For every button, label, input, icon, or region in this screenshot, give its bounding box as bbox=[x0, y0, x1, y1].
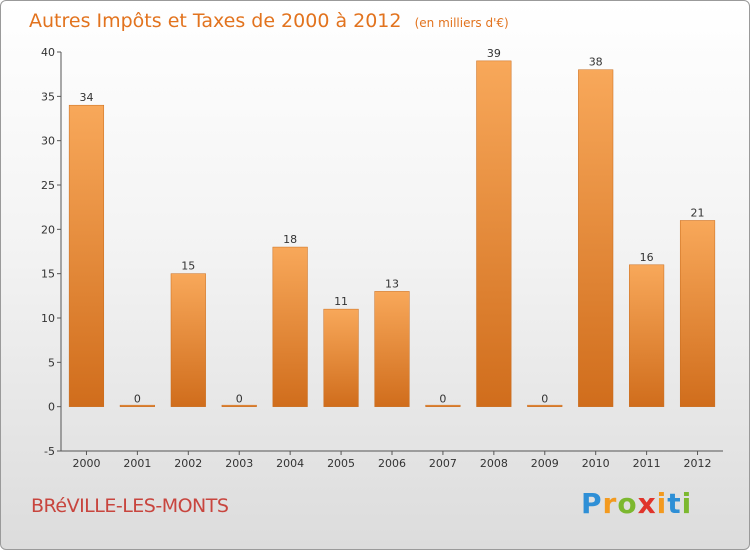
x-tick-label-2005: 2005 bbox=[327, 457, 355, 470]
y-tick-label: 40 bbox=[41, 46, 55, 59]
bar-2011 bbox=[629, 264, 665, 407]
x-tick-label-2010: 2010 bbox=[582, 457, 610, 470]
bar-2009 bbox=[527, 404, 563, 407]
chart-title: Autres Impôts et Taxes de 2000 à 2012 (e… bbox=[29, 10, 509, 32]
logo-letter: x bbox=[637, 487, 657, 520]
data-label-2005: 11 bbox=[334, 295, 348, 308]
x-tick-label-2001: 2001 bbox=[123, 457, 151, 470]
logo-letter: i bbox=[656, 487, 668, 520]
bar-2004 bbox=[272, 246, 308, 407]
x-tick-label-2008: 2008 bbox=[480, 457, 508, 470]
chart-title-unit: (en milliers d'€) bbox=[415, 16, 509, 30]
y-tick-label: 30 bbox=[41, 135, 55, 148]
axes bbox=[57, 51, 723, 455]
y-tick-label: 25 bbox=[41, 179, 55, 192]
x-tick-label-2006: 2006 bbox=[378, 457, 406, 470]
data-label-2006: 13 bbox=[385, 277, 399, 290]
logo-letter: P bbox=[581, 487, 603, 520]
logo-letter: i bbox=[681, 487, 693, 520]
x-tick-label-2002: 2002 bbox=[174, 457, 202, 470]
data-label-2007: 0 bbox=[439, 393, 446, 406]
data-label-2011: 16 bbox=[640, 251, 654, 264]
y-tick-label: 10 bbox=[41, 312, 55, 325]
x-tick-label-2003: 2003 bbox=[225, 457, 253, 470]
commune-name: BRéVILLE-LES-MONTS bbox=[31, 495, 229, 517]
y-tick-label: 35 bbox=[41, 90, 55, 103]
bars bbox=[68, 60, 716, 407]
y-tick-label: 5 bbox=[48, 356, 55, 369]
x-tick-labels: 2000 2001 2002 2003 2004 2005 2006 2007 2008 2009… bbox=[72, 457, 711, 470]
data-label-2012: 21 bbox=[691, 206, 705, 219]
bar-2002 bbox=[170, 273, 206, 407]
data-label-2003: 0 bbox=[236, 393, 243, 406]
data-label-2001: 0 bbox=[134, 393, 141, 406]
data-label-2009: 0 bbox=[541, 393, 548, 406]
bar-2010 bbox=[578, 69, 614, 407]
data-label-2008: 39 bbox=[487, 47, 501, 60]
x-tick-label-2012: 2012 bbox=[684, 457, 712, 470]
bar-2007 bbox=[425, 404, 461, 407]
bar-2012 bbox=[679, 220, 716, 407]
data-labels: 34 0 15 0 18 11 13 0 39 0 38 16 21 bbox=[79, 47, 704, 406]
y-tick-label: 0 bbox=[48, 401, 55, 414]
bar-2006 bbox=[374, 291, 410, 407]
chart-title-main: Autres Impôts et Taxes de 2000 à 2012 bbox=[29, 10, 402, 32]
bar-2008 bbox=[476, 60, 512, 407]
bar-2000 bbox=[68, 104, 105, 407]
y-tick-label: -5 bbox=[44, 445, 55, 458]
logo-letter: r bbox=[602, 487, 618, 520]
y-tick-label: 20 bbox=[41, 223, 55, 236]
x-tick-label-2011: 2011 bbox=[633, 457, 661, 470]
y-tick-label: 15 bbox=[41, 268, 55, 281]
x-tick-label-2004: 2004 bbox=[276, 457, 304, 470]
x-tick-label-2000: 2000 bbox=[72, 457, 100, 470]
x-tick-label-2009: 2009 bbox=[531, 457, 559, 470]
bar-2005 bbox=[323, 308, 359, 407]
y-tick-labels: -5 0 5 10 15 20 25 30 35 40 bbox=[41, 46, 55, 458]
proxiti-logo: Proxiti bbox=[581, 487, 692, 520]
bar-2003 bbox=[221, 404, 257, 407]
data-label-2010: 38 bbox=[589, 56, 603, 69]
logo-letter: o bbox=[617, 487, 638, 520]
data-label-2004: 18 bbox=[283, 233, 297, 246]
logo-letter: t bbox=[667, 487, 682, 520]
x-tick-label-2007: 2007 bbox=[429, 457, 457, 470]
data-label-2002: 15 bbox=[181, 260, 195, 273]
bar-2001 bbox=[119, 404, 155, 407]
data-label-2000: 34 bbox=[79, 91, 93, 104]
